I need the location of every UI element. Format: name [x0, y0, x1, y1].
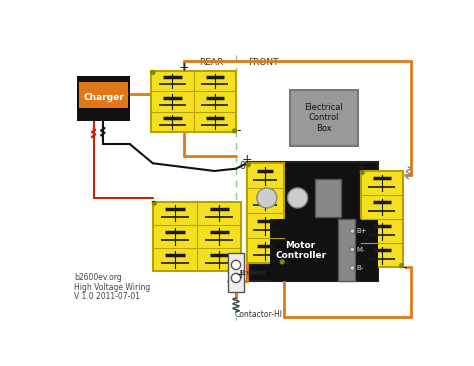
- Circle shape: [257, 188, 277, 208]
- Circle shape: [233, 129, 237, 133]
- Bar: [77, 76, 130, 121]
- Bar: [290, 90, 358, 146]
- Text: -: -: [402, 261, 407, 274]
- Circle shape: [238, 268, 242, 272]
- Circle shape: [231, 273, 241, 283]
- Circle shape: [350, 266, 355, 270]
- Circle shape: [288, 188, 308, 208]
- Bar: [337, 220, 355, 281]
- Circle shape: [246, 163, 250, 167]
- Text: 0V: 0V: [239, 161, 252, 171]
- Circle shape: [151, 71, 155, 74]
- Text: High Voltage Wiring: High Voltage Wiring: [74, 283, 151, 292]
- Circle shape: [231, 260, 241, 269]
- Circle shape: [153, 201, 156, 205]
- Bar: [247, 162, 378, 281]
- Bar: [361, 171, 403, 267]
- Bar: [151, 71, 236, 132]
- Text: FRONT: FRONT: [248, 58, 279, 67]
- Bar: [270, 220, 378, 281]
- Circle shape: [350, 247, 355, 252]
- Circle shape: [400, 264, 403, 268]
- Circle shape: [280, 260, 284, 264]
- Bar: [315, 179, 341, 217]
- Text: Contactor-HI: Contactor-HI: [235, 310, 283, 319]
- Text: -: -: [237, 124, 241, 137]
- Text: b2600ev.org: b2600ev.org: [74, 273, 122, 283]
- Text: B+: B+: [356, 228, 367, 234]
- Text: -: -: [151, 195, 155, 208]
- Bar: [247, 163, 284, 264]
- Text: Motor
Controller: Motor Controller: [275, 240, 326, 260]
- Text: V 1.0 2011-07-01: V 1.0 2011-07-01: [74, 292, 140, 301]
- Text: M-: M-: [356, 247, 365, 253]
- Text: Electrical
Control
Box: Electrical Control Box: [304, 103, 343, 133]
- Text: +: +: [178, 60, 189, 74]
- Bar: [228, 253, 244, 292]
- Text: Breaker: Breaker: [239, 270, 266, 276]
- Text: B-: B-: [356, 265, 364, 271]
- Text: +: +: [241, 153, 252, 166]
- Bar: [79, 82, 128, 108]
- Text: +: +: [356, 161, 366, 173]
- Text: +: +: [236, 268, 246, 281]
- Bar: [153, 202, 241, 271]
- Circle shape: [350, 229, 355, 234]
- Text: Charger: Charger: [83, 93, 124, 102]
- Text: REAR: REAR: [200, 58, 224, 67]
- Circle shape: [360, 171, 364, 175]
